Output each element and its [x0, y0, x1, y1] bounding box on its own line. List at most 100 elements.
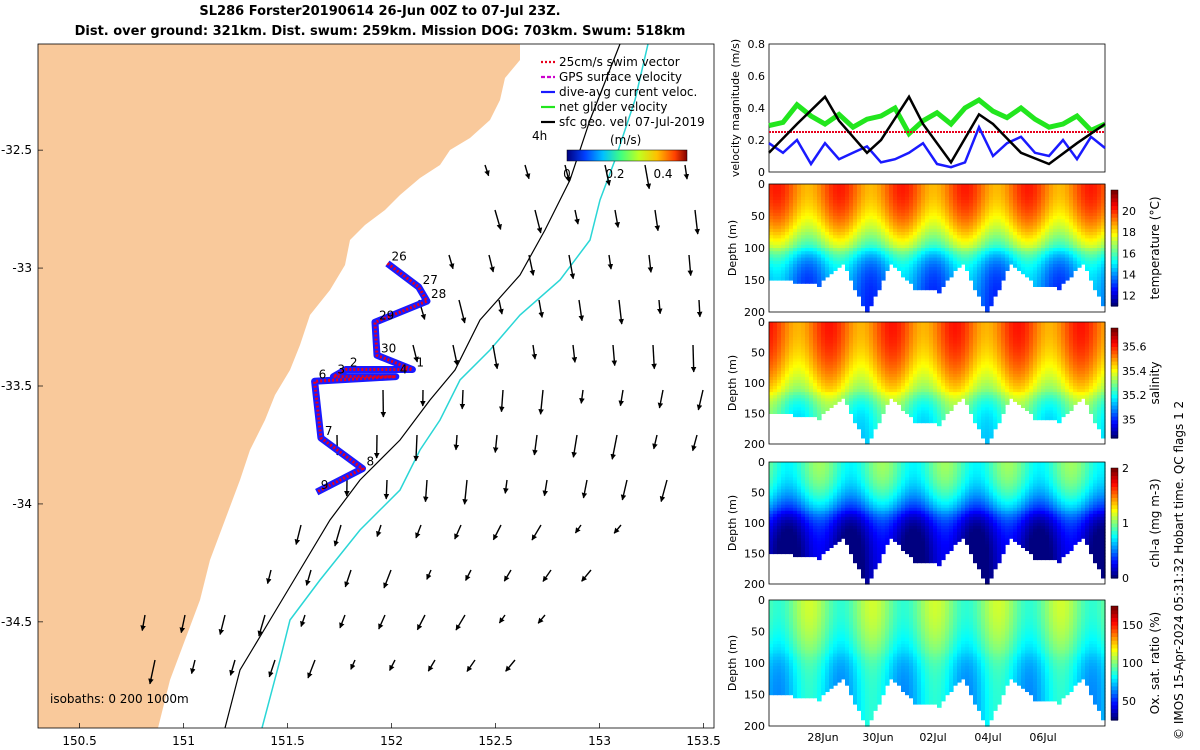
heatmap-cell	[861, 386, 866, 390]
heatmap-cell	[817, 228, 822, 233]
heatmap-cell	[989, 238, 994, 243]
heatmap-cell	[1057, 270, 1062, 275]
heatmap-cell	[969, 352, 974, 357]
heatmap-cell	[881, 232, 886, 236]
heatmap-cell	[789, 270, 794, 275]
heatmap-cell	[917, 364, 922, 369]
heatmap-cell	[777, 228, 782, 233]
heatmap-cell	[801, 235, 806, 239]
heatmap-cell	[1009, 392, 1014, 396]
heatmap-cell	[1097, 193, 1102, 198]
heatmap-cell	[801, 225, 806, 230]
heatmap-cell	[1033, 398, 1038, 402]
heatmap-cell	[905, 322, 910, 326]
heatmap-cell	[861, 280, 866, 284]
heatmap-cell	[1001, 187, 1006, 191]
heatmap-cell	[981, 286, 986, 291]
heatmap-colorbar-cell	[1111, 298, 1118, 303]
day-label: 2	[350, 355, 358, 369]
heatmap-cell	[969, 232, 974, 236]
heatmap-cell	[821, 328, 826, 332]
heatmap-cell	[801, 331, 806, 335]
heatmap-cell	[849, 244, 854, 249]
heatmap-cell	[793, 322, 798, 326]
heatmap-cell	[893, 244, 898, 249]
heatmap-cell	[825, 386, 830, 390]
heatmap-cell	[1089, 257, 1094, 262]
heatmap-cell	[841, 238, 846, 243]
heatmap-cell	[789, 389, 794, 393]
heatmap-cell	[1045, 346, 1050, 350]
heatmap-cell	[857, 328, 862, 332]
heatmap-cell	[833, 367, 838, 372]
heatmap-cell	[813, 241, 818, 246]
heatmap-cell	[805, 209, 810, 214]
heatmap-cell	[925, 206, 930, 211]
heatmap-cell	[925, 340, 930, 344]
heatmap-cell	[1029, 190, 1034, 195]
heatmap-cell	[845, 337, 850, 341]
heatmap-cell	[865, 209, 870, 214]
heatmap-cell	[977, 340, 982, 344]
heatmap-cell	[1049, 190, 1054, 195]
heatmap-cell	[985, 232, 990, 236]
heatmap-cell	[937, 361, 942, 366]
heatmap-cell	[821, 379, 826, 384]
heatmap-cell	[1045, 364, 1050, 369]
heatmap-cell	[829, 248, 834, 252]
heatmap-cell	[961, 228, 966, 233]
heatmap-cell	[981, 212, 986, 217]
heatmap-cell	[1049, 248, 1054, 252]
heatmap-cell	[909, 386, 914, 390]
heatmap-cell	[905, 325, 910, 329]
heatmap-cell	[769, 248, 774, 252]
heatmap-cell	[877, 244, 882, 249]
heatmap-cell	[961, 337, 966, 341]
heatmap-cell	[1009, 325, 1014, 329]
heatmap-cell	[1073, 232, 1078, 236]
heatmap-cell	[993, 379, 998, 384]
heatmap-cell	[925, 193, 930, 198]
heatmap-cell	[849, 260, 854, 265]
heatmap-cell	[865, 386, 870, 390]
heatmap-cell	[829, 355, 834, 360]
heatmap-cell	[973, 358, 978, 363]
heatmap-cell	[961, 328, 966, 332]
heatmap-cell	[849, 209, 854, 214]
heatmap-cell	[977, 270, 982, 275]
heatmap-cell	[1021, 373, 1026, 378]
heatmap-cell	[801, 254, 806, 259]
heatmap-cell	[933, 416, 938, 421]
heatmap-cell	[985, 349, 990, 353]
heatmap-cell	[961, 212, 966, 217]
heatmap-cell	[781, 270, 786, 275]
heatmap-cell	[793, 200, 798, 204]
heatmap-cell	[909, 216, 914, 220]
heatmap-cell	[1029, 206, 1034, 211]
heatmap-cell	[869, 286, 874, 291]
heatmap-cell	[849, 225, 854, 230]
heatmap-cell	[861, 238, 866, 243]
current-vector-arrow	[413, 434, 419, 462]
heatmap-cell	[825, 340, 830, 344]
heatmap-cell	[917, 235, 922, 239]
heatmap-cell	[953, 219, 958, 223]
heatmap-cell	[917, 184, 922, 188]
heatmap-cell	[973, 352, 978, 357]
heatmap-cell	[865, 196, 870, 201]
heatmap-cell	[989, 241, 994, 246]
heatmap-cell	[941, 219, 946, 223]
heatmap-cell	[1093, 276, 1098, 281]
heatmap-cell	[797, 184, 802, 188]
heatmap-cell	[993, 283, 998, 287]
heatmap-cell	[1041, 346, 1046, 350]
heatmap-cell	[801, 404, 806, 408]
heatmap-cell	[805, 386, 810, 390]
heatmap-cell	[841, 257, 846, 262]
heatmap-cell	[861, 331, 866, 335]
heatmap-cell	[1025, 244, 1030, 249]
heatmap-cell	[813, 401, 818, 405]
heatmap-cell	[865, 305, 870, 310]
heatmap-cell	[853, 349, 858, 353]
heatmap-cell	[777, 325, 782, 329]
